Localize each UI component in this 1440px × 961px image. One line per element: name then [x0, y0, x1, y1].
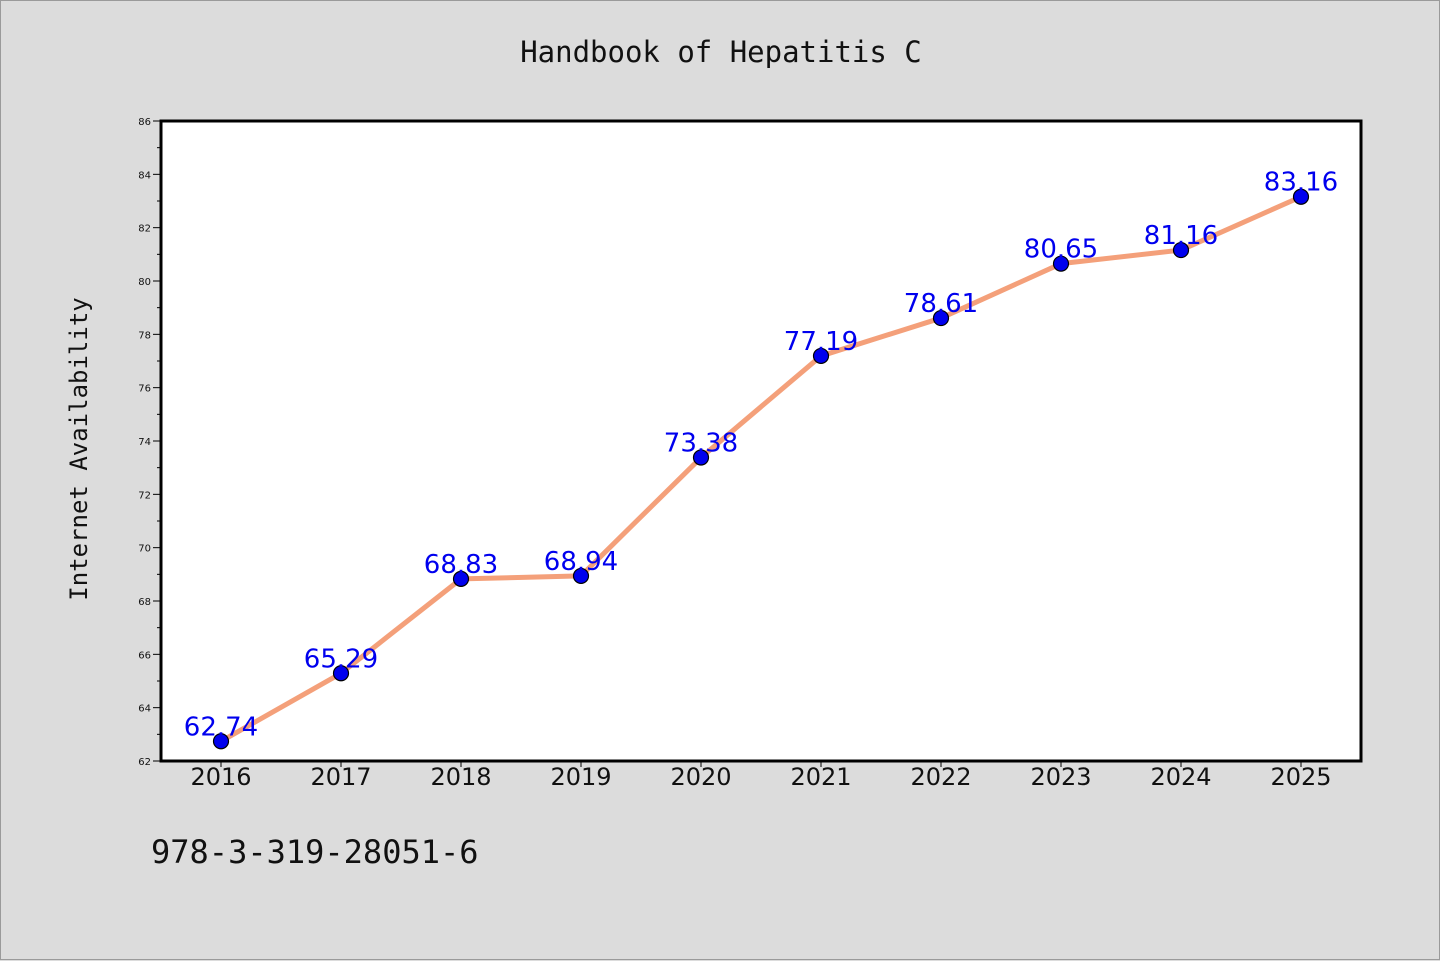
y-tick-label: 70 — [138, 544, 151, 555]
x-tick-label: 2022 — [910, 763, 971, 791]
x-tick-label: 2018 — [430, 763, 491, 791]
y-tick-label: 72 — [138, 490, 151, 501]
x-axis: 2016 2017 2018 2019 2020 2021 2022 2023 2024 2025 — [190, 761, 1332, 791]
x-tick-label: 2024 — [1150, 763, 1211, 791]
x-tick-label: 2019 — [550, 763, 611, 791]
data-point — [812, 347, 830, 365]
x-tick-label: 2025 — [1270, 763, 1331, 791]
data-label: 62.74 — [184, 712, 258, 742]
y-tick-label: 86 — [138, 117, 151, 128]
y-tick-label: 82 — [138, 224, 151, 235]
data-label: 81.16 — [1144, 221, 1218, 251]
y-axis-label: Internet Availability — [65, 297, 93, 600]
y-tick-label: 78 — [138, 330, 151, 341]
y-tick-label: 62 — [138, 757, 151, 768]
x-tick-label: 2017 — [310, 763, 371, 791]
data-label: 73.38 — [664, 429, 738, 459]
data-label: 68.83 — [424, 550, 498, 580]
data-label: 80.65 — [1024, 235, 1098, 265]
x-tick-label: 2016 — [190, 763, 251, 791]
data-markers — [212, 188, 1310, 750]
data-point — [452, 570, 470, 587]
y-tick-label: 76 — [138, 384, 151, 395]
data-label: 78.61 — [904, 289, 978, 319]
isbn-text: 978-3-319-28051-6 — [151, 833, 479, 871]
y-tick-label: 80 — [138, 277, 151, 288]
x-tick-label: 2021 — [790, 763, 851, 791]
plot-area — [159, 119, 1363, 763]
y-tick-label: 74 — [138, 437, 151, 448]
data-point — [1172, 241, 1190, 259]
x-tick-label: 2023 — [1030, 763, 1091, 791]
data-point — [1292, 188, 1310, 205]
data-label: 68.94 — [544, 547, 618, 577]
data-label: 65.29 — [304, 644, 378, 674]
y-tick-label: 68 — [138, 597, 151, 608]
series-line — [219, 194, 1303, 744]
y-axis: 62 64 66 68 70 72 74 76 78 80 82 84 86 — [138, 117, 161, 768]
data-point — [212, 733, 230, 750]
y-tick-label: 66 — [138, 650, 151, 661]
chart-title: Handbook of Hepatitis C — [520, 35, 922, 69]
data-label: 77.19 — [784, 327, 858, 357]
data-point — [332, 665, 350, 682]
data-label: 83.16 — [1264, 168, 1338, 198]
data-point — [692, 449, 710, 466]
y-tick-label: 64 — [138, 704, 151, 715]
x-tick-label: 2020 — [670, 763, 731, 791]
data-labels: 62.74 65.29 68.83 68.94 73.38 77.19 78.61 80.65… — [184, 168, 1338, 743]
data-point — [1052, 255, 1070, 272]
data-point — [572, 567, 590, 585]
data-point — [932, 309, 950, 327]
y-tick-label: 84 — [138, 170, 151, 181]
